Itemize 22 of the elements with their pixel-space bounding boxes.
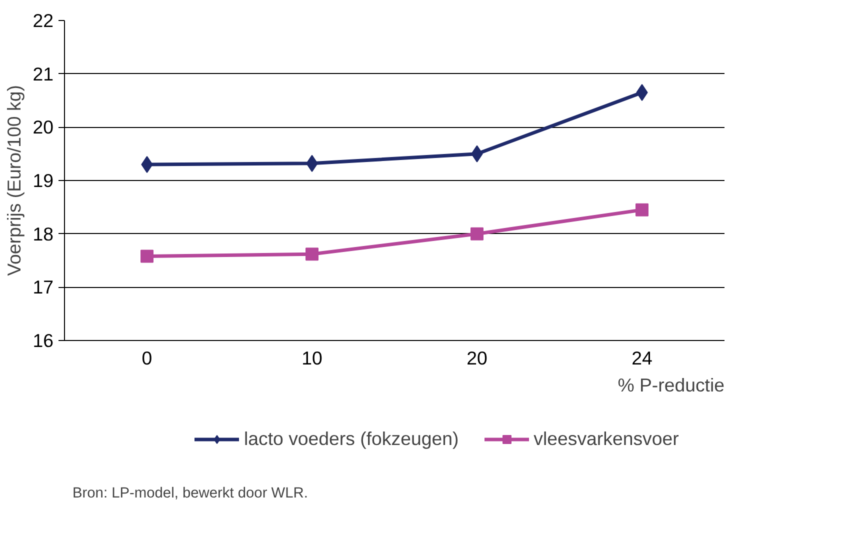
y-axis-title: Voerprijs (Euro/100 kg) <box>4 85 25 276</box>
y-tick-label: 17 <box>32 276 54 298</box>
x-axis-title: % P-reductie <box>618 374 725 396</box>
legend-label: lacto voeders (fokzeugen) <box>244 428 459 450</box>
point <box>636 84 648 101</box>
y-tick-label: 18 <box>32 223 54 244</box>
point <box>141 156 153 173</box>
point <box>306 248 318 261</box>
y-tick-label: 22 <box>32 10 54 31</box>
y-tick-label: 20 <box>32 116 54 138</box>
x-tick-label: 20 <box>466 348 488 368</box>
legend-label: vleesvarkensvoer <box>534 428 679 450</box>
point <box>140 250 154 263</box>
x-tick-label: 0 <box>142 348 152 368</box>
y-tick-label: 19 <box>32 170 54 191</box>
x-tick-label: 24 <box>632 348 652 368</box>
y-tick-label: 16 <box>32 330 54 351</box>
point <box>636 203 648 216</box>
point <box>470 227 484 240</box>
text: Bron: LP-model, bewerkt door WLR. <box>72 486 308 502</box>
x-tick-label: 10 <box>302 348 322 368</box>
y-tick-label: 21 <box>32 63 54 84</box>
